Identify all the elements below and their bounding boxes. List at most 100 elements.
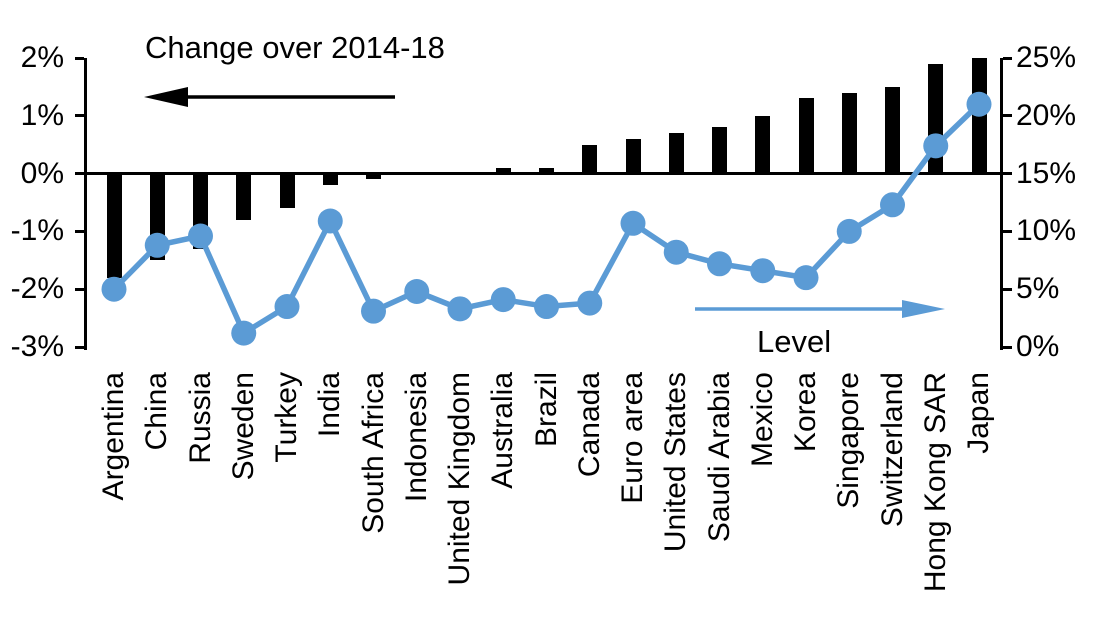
level-dot-brazil	[534, 294, 559, 320]
bar-switzerland	[885, 86, 900, 174]
bar-sweden	[236, 173, 252, 220]
right-axis-tick-label: 5%	[1016, 272, 1060, 306]
level-dot-euro-area	[620, 210, 646, 236]
x-label-saudi-arabia: Saudi Arabia	[702, 372, 736, 543]
x-label-brazil: Brazil	[529, 372, 563, 448]
level-dot-sweden	[231, 320, 257, 346]
level-dot-singapore	[836, 218, 862, 244]
x-label-slot: Brazil	[530, 372, 564, 447]
level-dot-australia	[490, 287, 516, 313]
x-label-switzerland: Switzerland	[875, 372, 909, 528]
x-label-india: India	[313, 372, 347, 438]
bar-singapore	[841, 92, 857, 174]
right-axis-tick	[1003, 172, 1012, 176]
bar-turkey	[279, 173, 295, 209]
level-dot-saudi-arabia	[707, 251, 732, 277]
x-label-argentina: Argentina	[97, 372, 130, 501]
left-axis-tick-label: 1%	[20, 98, 64, 132]
left-axis-tick-label: -2%	[10, 272, 64, 306]
level-dot-argentina	[101, 276, 127, 302]
level-dot-south-africa	[361, 298, 386, 324]
right-axis-tick-label: 25%	[1016, 41, 1077, 74]
x-label-japan: Japan	[962, 372, 995, 454]
level-dot-korea	[793, 265, 819, 291]
x-label-slot: Singapore	[832, 372, 866, 509]
x-label-hong-kong-sar: Hong Kong SAR	[918, 372, 952, 593]
x-label-euro-area: Euro area	[616, 372, 649, 504]
x-label-slot: Euro area	[616, 372, 650, 504]
x-label-slot: Mexico	[746, 372, 780, 467]
level-dot-mexico	[750, 258, 776, 284]
bar-korea	[798, 98, 814, 174]
bar-russia	[193, 173, 208, 249]
x-label-turkey: Turkey	[270, 372, 303, 463]
x-label-slot: Australia	[486, 372, 520, 489]
x-label-united-states: United States	[659, 372, 693, 553]
x-label-canada: Canada	[572, 372, 606, 478]
x-label-russia: Russia	[183, 372, 217, 464]
level-dot-indonesia	[404, 279, 430, 305]
x-label-slot: Switzerland	[876, 372, 910, 527]
x-label-slot: Sweden	[227, 372, 261, 480]
left-axis-tick-label: 2%	[20, 41, 64, 74]
bar-mexico	[755, 115, 771, 174]
bar-canada	[582, 144, 598, 174]
left-axis-tick	[75, 345, 84, 349]
x-label-singapore: Singapore	[832, 372, 866, 509]
left-axis-tick	[75, 287, 84, 291]
left-axis-tick-label: -3%	[10, 330, 64, 363]
level-dot-canada	[577, 290, 603, 316]
right-axis-tick-label: 20%	[1016, 98, 1077, 132]
right-axis-tick	[1003, 345, 1012, 349]
left-axis-tick	[75, 56, 84, 60]
left-axis-tick	[75, 114, 84, 118]
left-axis-tick-label: -1%	[10, 214, 64, 248]
left-axis-tick	[75, 172, 84, 176]
x-label-australia: Australia	[486, 372, 520, 489]
right-axis-tick-label: 10%	[1016, 214, 1077, 248]
bar-argentina	[106, 173, 122, 278]
change-series-title: Change over 2014-18	[145, 30, 445, 65]
bar-saudi-arabia	[712, 127, 727, 174]
left-axis-tick-label: 0%	[20, 156, 64, 190]
right-axis-tick	[1003, 229, 1012, 233]
x-label-slot: United Kingdom	[443, 372, 477, 585]
level-dot-switzerland	[880, 192, 905, 218]
x-label-slot: Canada	[573, 372, 607, 477]
x-label-china: China	[140, 372, 174, 451]
bar-hong-kong-sar	[928, 63, 944, 174]
x-label-mexico: Mexico	[745, 372, 779, 468]
right-axis-tick	[1003, 56, 1012, 60]
x-label-slot: India	[313, 372, 347, 437]
bar-euro-area	[625, 138, 641, 174]
left-axis-tick	[75, 229, 84, 233]
level-dot-turkey	[274, 294, 300, 320]
bar-japan	[971, 58, 987, 174]
right-axis-tick-label: 0%	[1016, 330, 1060, 363]
level-dot-united-states	[663, 239, 689, 265]
x-label-slot: China	[140, 372, 174, 450]
right-axis-tick-label: 15%	[1016, 156, 1077, 190]
right-axis-tick	[1003, 287, 1012, 291]
bar-china	[149, 173, 165, 261]
x-label-slot: South Africa	[357, 372, 391, 534]
level-dot-india	[317, 208, 343, 234]
x-label-slot: Hong Kong SAR	[919, 372, 953, 592]
x-label-slot: Turkey	[270, 372, 304, 463]
zero-axis-line	[84, 172, 1003, 176]
bar-united-states	[668, 133, 684, 174]
x-label-slot: Saudi Arabia	[703, 372, 737, 542]
x-label-slot: Russia	[184, 372, 218, 464]
right-axis-tick	[1003, 114, 1012, 118]
x-label-slot: Japan	[962, 372, 996, 454]
left-axis-spine	[84, 58, 87, 350]
x-label-south-africa: South Africa	[356, 372, 390, 534]
x-label-slot: Indonesia	[400, 372, 434, 502]
x-label-korea: Korea	[789, 372, 822, 453]
x-label-slot: United States	[659, 372, 693, 552]
x-label-indonesia: Indonesia	[399, 372, 433, 503]
x-label-sweden: Sweden	[226, 372, 260, 481]
bar-india	[322, 173, 338, 186]
